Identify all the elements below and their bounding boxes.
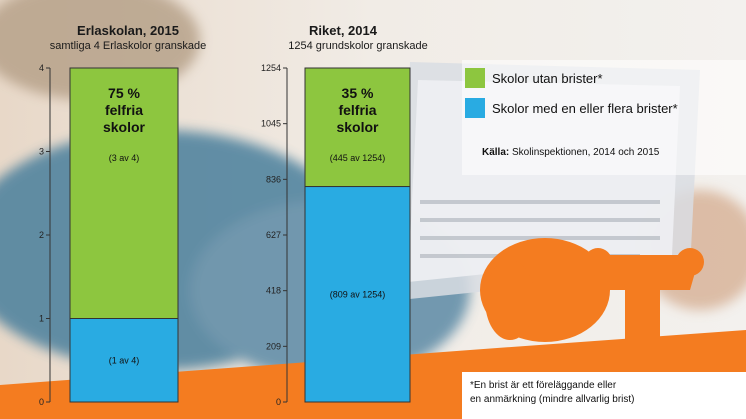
- chart-erlaskolan: Erlaskolan, 2015 samtliga 4 Erlaskolor g…: [39, 23, 206, 407]
- chart-subtitle: samtliga 4 Erlaskolor granskade: [50, 40, 207, 52]
- footnote-line-1: *En brist är ett föreläggande eller: [470, 380, 617, 391]
- y-tick-label: 1: [39, 314, 44, 324]
- orange-mascots: [480, 238, 704, 345]
- source-text: Källa: Skolinspektionen, 2014 och 2015: [482, 147, 660, 158]
- bar-value-label: (445 av 1254): [330, 153, 386, 163]
- y-tick-label: 1045: [261, 119, 281, 129]
- footnote-line-2: en anmärkning (mindre allvarlig brist): [470, 394, 635, 405]
- source-prefix: Källa:: [482, 147, 509, 158]
- legend-panel: [462, 60, 746, 175]
- y-tick-label: 418: [266, 286, 281, 296]
- chart-title: Erlaskolan, 2015: [77, 23, 179, 38]
- y-tick-label: 627: [266, 230, 281, 240]
- headline-text: felfria: [338, 102, 376, 118]
- headline-text: skolor: [336, 119, 379, 135]
- bar-value-label: (1 av 4): [109, 355, 140, 365]
- headline-text: 75 %: [108, 85, 140, 101]
- source-body: Skolinspektionen, 2014 och 2015: [509, 147, 660, 158]
- legend-label: Skolor med en eller flera brister*: [492, 101, 678, 116]
- y-tick-label: 1254: [261, 63, 281, 73]
- bar-segment-without-issues: [304, 67, 411, 188]
- headline-text: felfria: [105, 102, 143, 118]
- footnote-panel: [462, 372, 746, 419]
- bar-value-label: (809 av 1254): [330, 289, 386, 299]
- y-tick-label: 836: [266, 174, 281, 184]
- legend: Skolor utan brister* Skolor med en eller…: [465, 68, 678, 118]
- bar-value-label: (3 av 4): [109, 153, 140, 163]
- headline-text: skolor: [103, 119, 146, 135]
- y-tick-label: 0: [39, 397, 44, 407]
- y-tick-label: 4: [39, 63, 44, 73]
- y-tick-label: 2: [39, 230, 44, 240]
- y-axis: 0 209 418 627 836 1045 1254: [261, 63, 288, 407]
- headline-text: 35 %: [342, 85, 374, 101]
- y-tick-label: 3: [39, 147, 44, 157]
- chart-riket: Riket, 2014 1254 grundskolor granskade 0…: [261, 23, 428, 407]
- chart-title: Riket, 2014: [309, 23, 378, 38]
- bar-stack: [304, 67, 411, 403]
- y-tick-label: 209: [266, 341, 281, 351]
- chart-subtitle: 1254 grundskolor granskade: [288, 40, 427, 52]
- y-tick-label: 0: [276, 397, 281, 407]
- bar-segment-with-issues: [304, 186, 411, 403]
- legend-swatch-green: [465, 68, 485, 88]
- bar-segment-with-issues: [69, 318, 179, 403]
- bar-segment-without-issues: [69, 67, 179, 319]
- y-axis: 0 1 2 3 4: [39, 63, 51, 407]
- bar-stack: [69, 67, 179, 403]
- legend-swatch-blue: [465, 98, 485, 118]
- legend-label: Skolor utan brister*: [492, 71, 603, 86]
